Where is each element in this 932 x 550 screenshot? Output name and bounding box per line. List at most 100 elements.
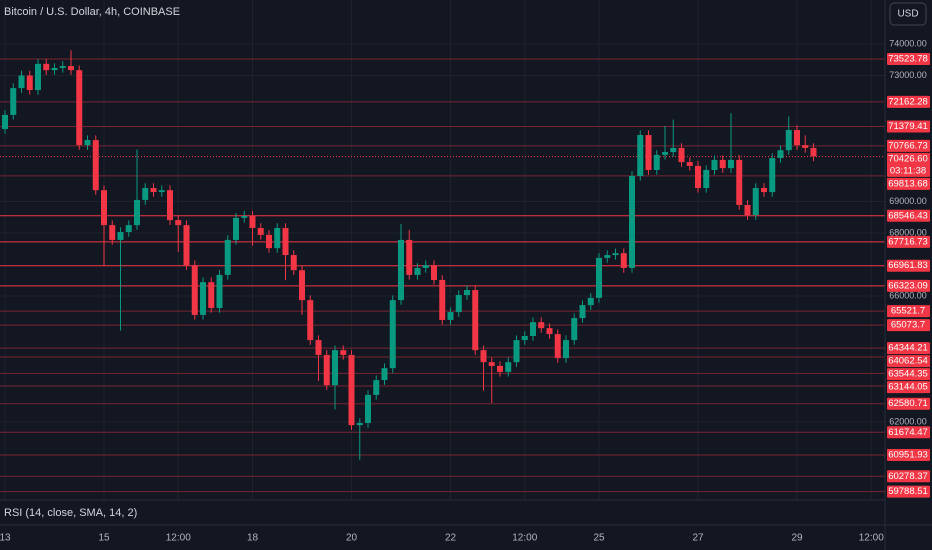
candle-body <box>2 114 8 130</box>
price-label-box <box>887 381 930 394</box>
candle-body <box>241 215 248 218</box>
price-label: 65521.7 <box>891 306 925 317</box>
candle-body <box>43 63 50 71</box>
candle-body <box>35 63 41 90</box>
candle-body <box>68 66 74 71</box>
candle-body <box>109 225 116 240</box>
candle-body <box>612 253 619 256</box>
price-label-box <box>887 397 930 410</box>
candle-body <box>142 187 149 200</box>
candle-body <box>810 147 817 157</box>
y-tick-label: 69000.00 <box>889 196 927 206</box>
candle-body <box>167 190 173 221</box>
candle-body <box>777 150 784 159</box>
price-label: 68546.43 <box>888 210 928 221</box>
candle-body <box>497 365 503 372</box>
candle-body <box>76 70 83 146</box>
countdown: 03:11:38 <box>890 165 926 176</box>
price-label: 73523.78 <box>888 54 928 65</box>
candle-body <box>620 253 627 268</box>
candle-body <box>670 147 677 153</box>
x-tick-label: 25 <box>593 533 605 544</box>
candle-body <box>249 215 256 228</box>
candle-body <box>794 130 800 146</box>
candle-body <box>274 227 281 249</box>
candle-body <box>175 220 182 226</box>
candle-body <box>134 199 140 226</box>
candle-body <box>398 239 404 301</box>
candle-body <box>150 187 157 193</box>
price-label: 63144.05 <box>888 382 928 393</box>
candle-body <box>323 354 330 386</box>
candle-body <box>472 290 479 351</box>
candle-body <box>422 265 429 268</box>
candle-body <box>653 154 660 171</box>
price-label-box <box>887 368 930 381</box>
candle-body <box>439 279 446 320</box>
chart-title: Bitcoin / U.S. Dollar, 4h, COINBASE <box>4 6 180 18</box>
candle-body <box>645 135 652 171</box>
x-tick-label: 12:00 <box>512 533 537 544</box>
price-label-box <box>887 53 930 66</box>
currency-button[interactable] <box>889 2 927 26</box>
candle-body <box>711 159 718 171</box>
y-tick-label: 73000.00 <box>889 70 927 80</box>
candle-body <box>299 270 305 301</box>
price-label-box <box>887 485 930 498</box>
x-tick-label: 12:00 <box>166 533 191 544</box>
candle-body <box>389 300 396 369</box>
candle-body <box>233 217 239 240</box>
price-label-box <box>887 319 930 332</box>
price-label: 66323.09 <box>888 280 928 291</box>
candle-body <box>340 350 347 355</box>
candle-body <box>332 350 338 386</box>
price-label: 72162.28 <box>888 96 928 107</box>
candle-body <box>596 257 602 298</box>
candle-body <box>579 305 586 319</box>
candle-body <box>348 354 355 426</box>
price-label: 61674.47 <box>888 427 928 438</box>
price-label: 62580.71 <box>888 398 928 409</box>
price-label-box <box>887 259 930 272</box>
price-label-box <box>887 177 930 190</box>
candle-body <box>282 227 289 256</box>
price-label-box <box>887 95 930 108</box>
candle-body <box>356 422 363 426</box>
price-label-box <box>887 470 930 483</box>
candle-body <box>208 282 215 308</box>
price-label: 59788.51 <box>888 486 928 497</box>
price-label: 64344.21 <box>888 343 928 354</box>
price-label-box <box>887 342 930 355</box>
price-label: 63544.35 <box>888 369 928 380</box>
price-label-box <box>887 209 930 222</box>
price-label-box <box>887 426 930 439</box>
price-label: 67716.73 <box>888 236 928 247</box>
candle-body <box>587 297 594 306</box>
candle-body <box>686 162 693 166</box>
candle-body <box>703 170 710 188</box>
candle-body <box>200 282 206 315</box>
y-tick-label: 74000.00 <box>889 38 927 48</box>
candle-body <box>571 318 578 341</box>
candle-body <box>563 340 569 359</box>
candle-body <box>752 187 759 216</box>
candle-body <box>183 225 190 266</box>
price-label: 70766.73 <box>888 140 928 151</box>
candle-body <box>513 340 520 363</box>
candle-body <box>728 159 734 169</box>
currency-label[interactable]: USD <box>897 9 918 20</box>
candle-body <box>414 267 421 275</box>
candle-body <box>92 140 99 191</box>
price-label-box <box>887 355 930 368</box>
candle-body <box>629 175 635 268</box>
candle-body <box>802 145 809 148</box>
candle-body <box>505 362 512 372</box>
candle-body <box>59 66 66 68</box>
price-label-box <box>887 139 930 152</box>
candle-body <box>785 130 792 151</box>
candle-body <box>637 135 644 176</box>
candle-body <box>530 322 536 337</box>
y-tick-label: 68000.00 <box>889 227 927 237</box>
candle-body <box>158 190 165 193</box>
